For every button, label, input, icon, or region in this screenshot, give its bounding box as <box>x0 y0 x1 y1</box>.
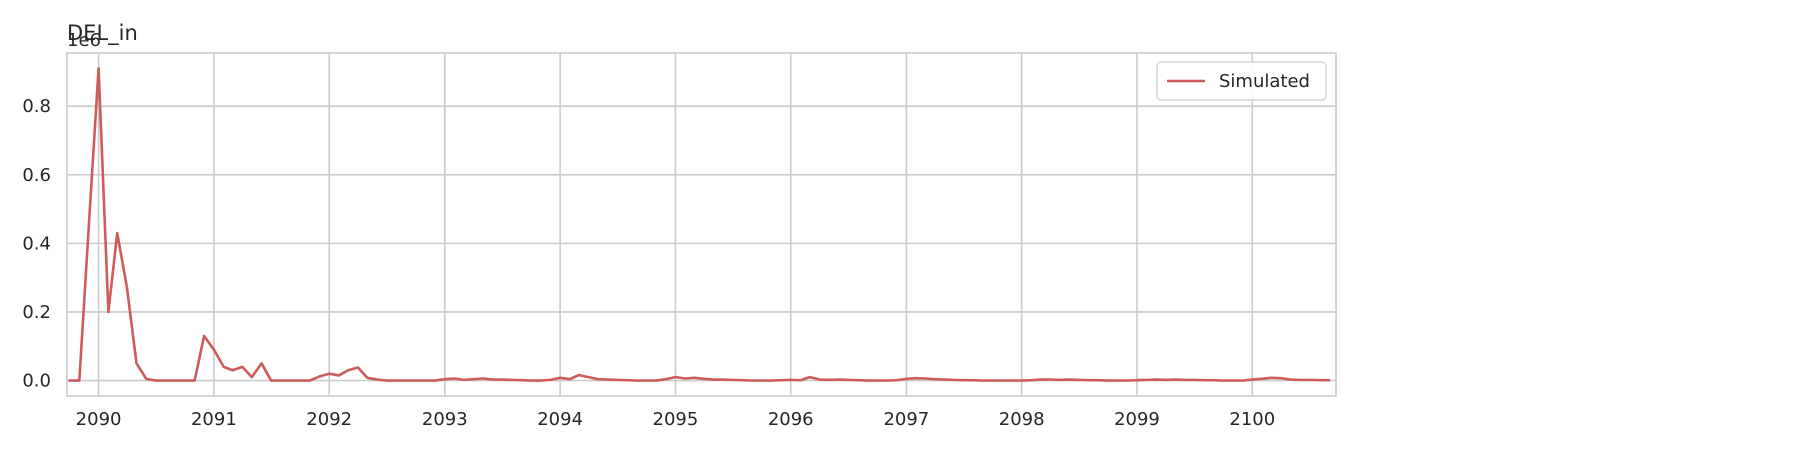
series-line-simulated <box>68 67 1331 382</box>
x-tick-label: 2095 <box>653 409 699 430</box>
x-tick-label: 2096 <box>768 409 814 430</box>
legend-box <box>1156 61 1327 101</box>
x-tick-label: 2092 <box>306 409 352 430</box>
x-tick-label: 2097 <box>883 409 929 430</box>
x-tick-label: 2093 <box>422 409 468 430</box>
legend-label: Simulated <box>1219 71 1310 92</box>
x-tick-label: 2090 <box>76 409 122 430</box>
y-offset-label: 1e6 <box>67 30 101 51</box>
x-tick-label: 2098 <box>999 409 1045 430</box>
plot-frame <box>66 52 1337 397</box>
y-tick-label: 0.6 <box>22 165 51 186</box>
plot-area <box>67 53 1336 396</box>
x-tick-label: 2091 <box>191 409 237 430</box>
x-tick-label: 2099 <box>1114 409 1160 430</box>
y-tick-label: 0.2 <box>22 302 51 323</box>
x-tick-label: 2094 <box>537 409 583 430</box>
y-tick-label: 0.0 <box>22 371 51 392</box>
y-tick-label: 0.8 <box>22 96 51 117</box>
chart-title: DEL_in <box>67 21 138 46</box>
x-tick-label: 2100 <box>1229 409 1275 430</box>
y-tick-label: 0.4 <box>22 233 51 254</box>
